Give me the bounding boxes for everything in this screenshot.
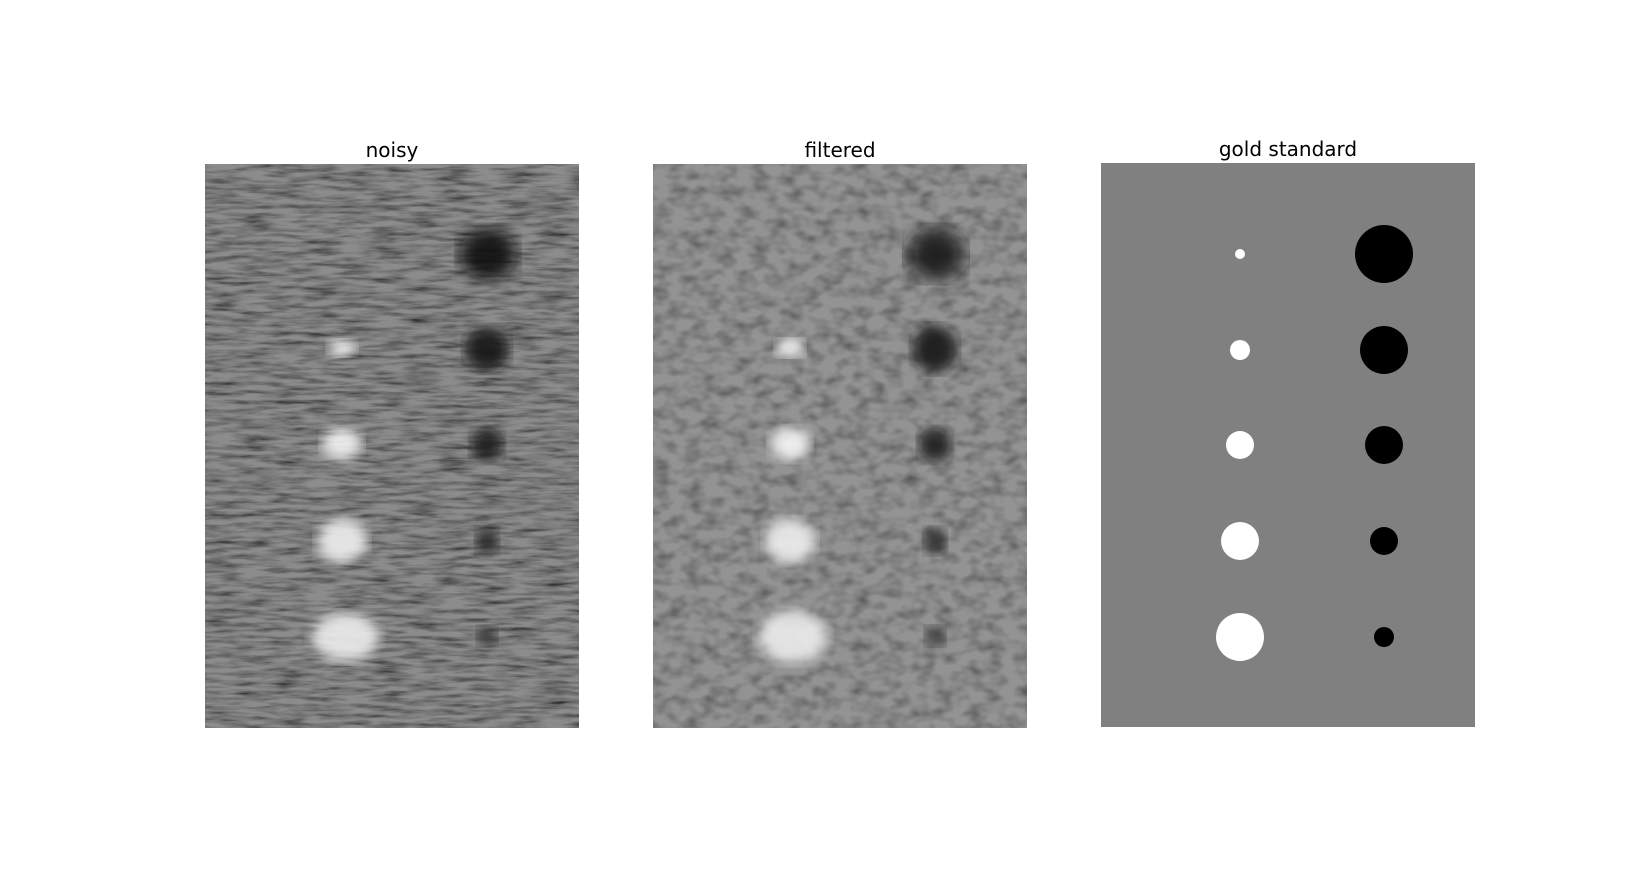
noisy-lesions [311, 228, 516, 661]
white-disc-4 [1221, 522, 1259, 560]
filtered-lesions [759, 228, 964, 663]
black-disc-2 [1360, 326, 1408, 374]
gold-standard-panel [1101, 163, 1475, 727]
black-disc-5 [1374, 627, 1394, 647]
panel-title-gold-standard: gold standard [1218, 137, 1358, 161]
noisy-image-panel [205, 164, 579, 728]
noisy-image [205, 164, 579, 728]
gold-standard-image [1101, 163, 1475, 727]
white-disc-3 [1226, 431, 1254, 459]
white-disc-1 [1235, 249, 1245, 259]
filtered-image-panel [653, 164, 1027, 728]
white-disc-5 [1216, 613, 1264, 661]
white-disc-2 [1230, 340, 1250, 360]
black-disc-1 [1355, 225, 1413, 283]
black-disc-3 [1365, 426, 1403, 464]
black-disc-4 [1370, 527, 1398, 555]
panel-title-noisy: noisy [365, 138, 419, 162]
filtered-image [653, 164, 1027, 728]
gold-background [1101, 163, 1475, 727]
panel-title-filtered: filtered [804, 138, 876, 162]
